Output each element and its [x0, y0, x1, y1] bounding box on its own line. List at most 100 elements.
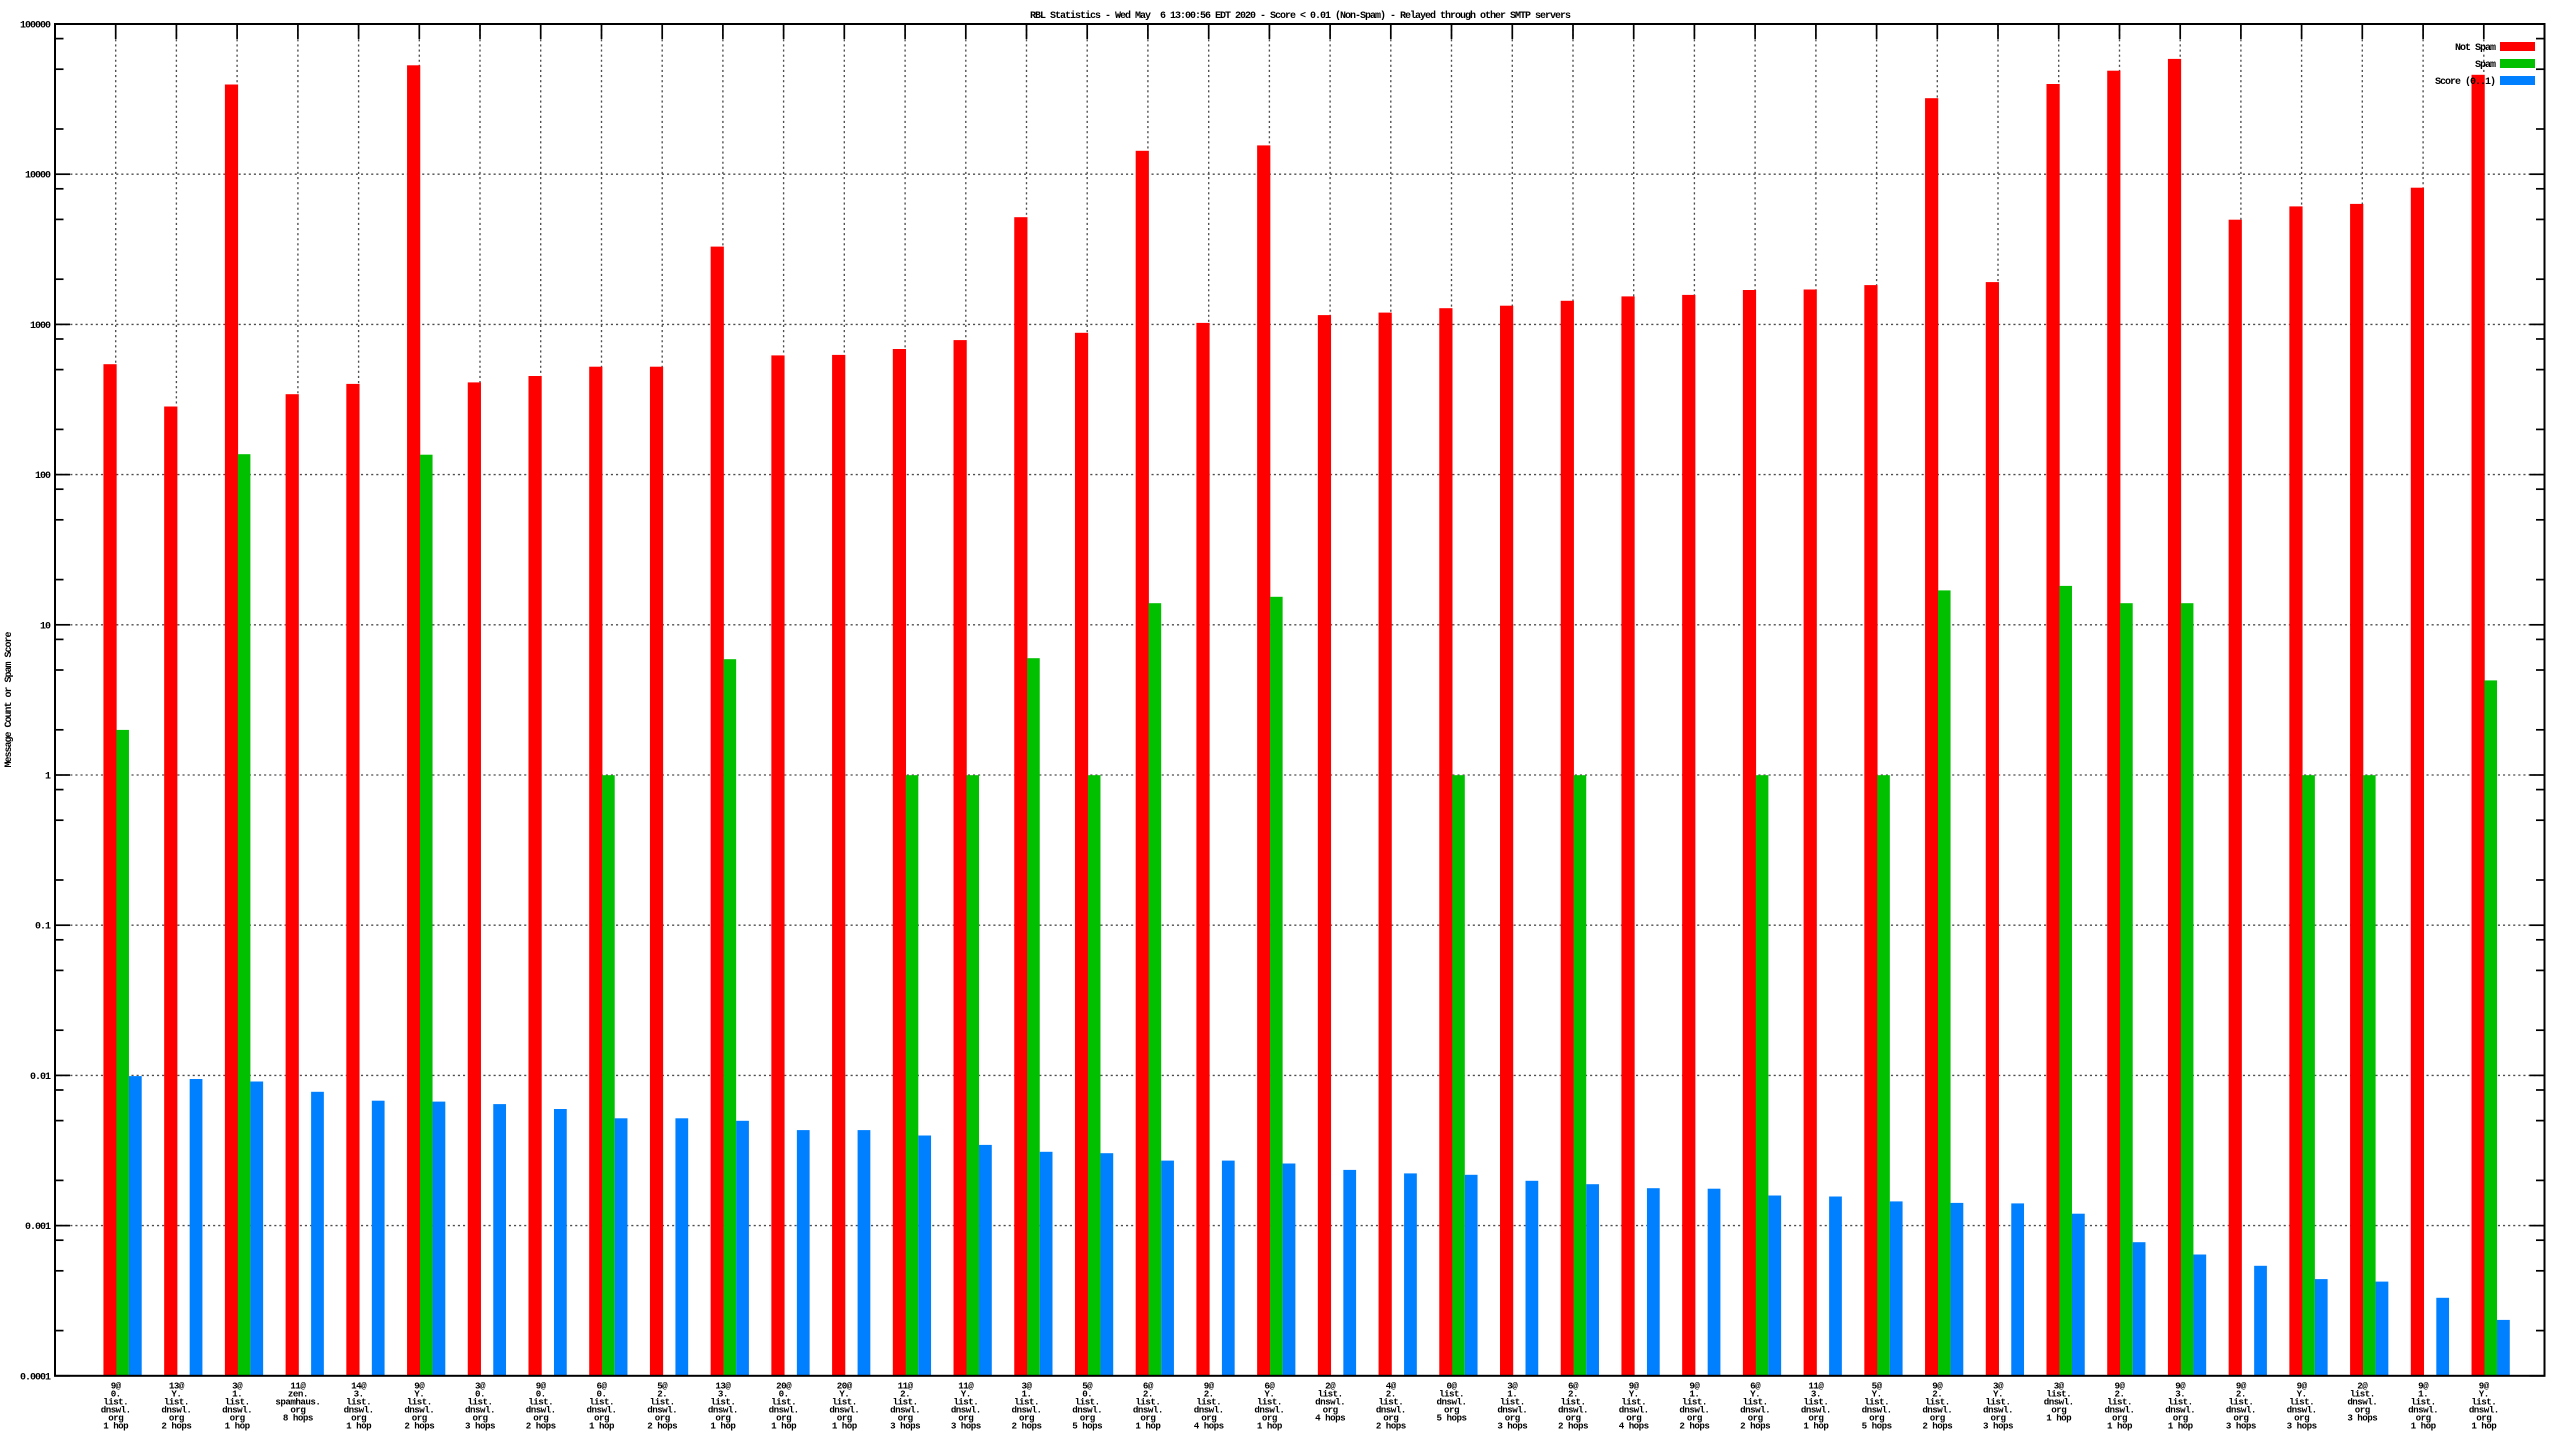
svg-text:list.: list. [650, 1396, 675, 1407]
svg-text:dnswl.: dnswl. [465, 1404, 495, 1415]
svg-text:dnswl.: dnswl. [2287, 1404, 2317, 1415]
svg-text:2.: 2. [900, 1388, 910, 1399]
svg-text:2 hops: 2 hops [1012, 1420, 1042, 1431]
svg-text:dnswl.: dnswl. [404, 1404, 434, 1415]
svg-text:org: org [1869, 1412, 1884, 1423]
svg-text:zen.: zen. [288, 1388, 308, 1399]
svg-text:org: org [1201, 1412, 1216, 1423]
svg-text:list.: list. [1925, 1396, 1950, 1407]
svg-text:10: 10 [40, 621, 51, 632]
svg-text:org: org [1080, 1412, 1095, 1423]
svg-text:Y.: Y. [1629, 1388, 1639, 1399]
svg-text:1000: 1000 [30, 321, 51, 332]
svg-text:9@: 9@ [1629, 1380, 1640, 1391]
svg-text:3 hops: 3 hops [1497, 1420, 1527, 1431]
svg-text:dnswl.: dnswl. [1012, 1404, 1042, 1415]
svg-text:dnswl.: dnswl. [708, 1404, 738, 1415]
svg-text:list.: list. [1075, 1396, 1100, 1407]
svg-text:Spam: Spam [2475, 60, 2496, 71]
svg-text:org: org [898, 1412, 913, 1423]
svg-text:dnswl.: dnswl. [1619, 1404, 1649, 1415]
svg-text:2 hops: 2 hops [1740, 1420, 1770, 1431]
svg-text:org: org [1930, 1412, 1945, 1423]
svg-text:Y.: Y. [961, 1388, 971, 1399]
svg-text:0.: 0. [779, 1388, 789, 1399]
svg-text:2 hops: 2 hops [647, 1420, 677, 1431]
svg-text:6@: 6@ [1264, 1380, 1275, 1391]
svg-text:2.: 2. [657, 1388, 667, 1399]
svg-text:Y.: Y. [414, 1388, 424, 1399]
svg-text:1 hop: 1 hop [346, 1420, 372, 1431]
svg-text:11@: 11@ [958, 1380, 974, 1391]
svg-text:dnswl.: dnswl. [2408, 1404, 2438, 1415]
svg-text:Y.: Y. [1264, 1388, 1274, 1399]
svg-text:dnswl.: dnswl. [769, 1404, 799, 1415]
svg-text:dnswl.: dnswl. [2105, 1404, 2135, 1415]
svg-text:org: org [2476, 1412, 2491, 1423]
svg-text:6@: 6@ [1143, 1380, 1154, 1391]
svg-text:dnswl.: dnswl. [1315, 1396, 1345, 1407]
svg-text:2@: 2@ [1325, 1380, 1336, 1391]
svg-text:0.: 0. [597, 1388, 607, 1399]
svg-text:1 hop: 1 hop [710, 1420, 736, 1431]
svg-text:org: org [108, 1412, 123, 1423]
svg-text:2 hops: 2 hops [1679, 1420, 1709, 1431]
svg-text:org: org [1626, 1412, 1641, 1423]
svg-text:8 hops: 8 hops [283, 1412, 313, 1423]
svg-text:4 hops: 4 hops [1315, 1412, 1345, 1423]
svg-text:1 hop: 1 hop [832, 1420, 858, 1431]
svg-text:list.: list. [1803, 1396, 1828, 1407]
svg-text:1 hop: 1 hop [771, 1420, 797, 1431]
svg-text:6@: 6@ [1568, 1380, 1579, 1391]
svg-text:list.: list. [407, 1396, 432, 1407]
svg-text:2@: 2@ [2357, 1380, 2368, 1391]
svg-text:org: org [1748, 1412, 1763, 1423]
svg-text:org: org [412, 1412, 427, 1423]
svg-text:3@: 3@ [1022, 1380, 1033, 1391]
svg-text:list.: list. [2228, 1396, 2253, 1407]
svg-text:1.: 1. [232, 1388, 242, 1399]
svg-text:2 hops: 2 hops [1922, 1420, 1952, 1431]
svg-text:dnswl.: dnswl. [1254, 1404, 1284, 1415]
svg-text:2.: 2. [2115, 1388, 2125, 1399]
svg-text:0.: 0. [475, 1388, 485, 1399]
svg-text:list.: list. [893, 1396, 918, 1407]
svg-text:9@: 9@ [2115, 1380, 2126, 1391]
svg-text:Y.: Y. [1750, 1388, 1760, 1399]
svg-text:dnswl.: dnswl. [2347, 1396, 2377, 1407]
svg-text:org: org [837, 1412, 852, 1423]
svg-text:5@: 5@ [1082, 1380, 1093, 1391]
svg-text:9@: 9@ [536, 1380, 547, 1391]
svg-text:org: org [1687, 1412, 1702, 1423]
svg-text:list.: list. [832, 1396, 857, 1407]
svg-text:org: org [533, 1412, 548, 1423]
svg-text:list.: list. [528, 1396, 553, 1407]
svg-text:6@: 6@ [597, 1380, 608, 1391]
svg-text:dnswl.: dnswl. [2044, 1396, 2074, 1407]
svg-text:3 hops: 3 hops [465, 1420, 495, 1431]
svg-text:dnswl.: dnswl. [1922, 1404, 1952, 1415]
svg-text:dnswl.: dnswl. [587, 1404, 617, 1415]
svg-text:2.: 2. [1204, 1388, 1214, 1399]
svg-text:3@: 3@ [2054, 1380, 2065, 1391]
svg-text:1 hop: 1 hop [225, 1420, 251, 1431]
svg-text:list.: list. [1743, 1396, 1768, 1407]
svg-text:list.: list. [1561, 1396, 1586, 1407]
svg-text:dnswl.: dnswl. [526, 1404, 556, 1415]
svg-text:Y.: Y. [171, 1388, 181, 1399]
svg-text:2 hops: 2 hops [161, 1420, 191, 1431]
svg-text:9@: 9@ [1204, 1380, 1215, 1391]
svg-text:0.: 0. [1082, 1388, 1092, 1399]
svg-text:dnswl.: dnswl. [1740, 1404, 1770, 1415]
svg-text:org: org [1383, 1412, 1398, 1423]
svg-text:dnswl.: dnswl. [1983, 1404, 2013, 1415]
svg-text:dnswl.: dnswl. [2165, 1404, 2195, 1415]
svg-text:100: 100 [35, 471, 51, 482]
svg-text:Not Spam: Not Spam [2455, 43, 2496, 54]
svg-text:1 hop: 1 hop [2168, 1420, 2194, 1431]
svg-text:org: org [2355, 1404, 2370, 1415]
svg-text:list.: list. [1135, 1396, 1160, 1407]
svg-text:list.: list. [468, 1396, 493, 1407]
svg-text:org: org [290, 1404, 305, 1415]
svg-text:13@: 13@ [169, 1380, 185, 1391]
